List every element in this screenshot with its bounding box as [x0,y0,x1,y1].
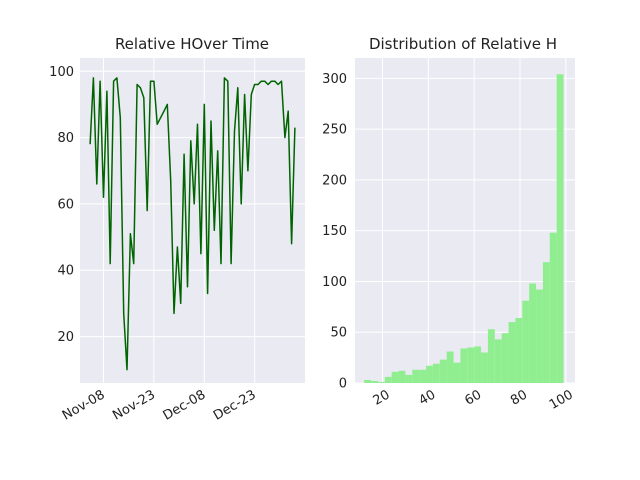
humidity-series-line [89,77,296,371]
histogram-bar [371,380,378,383]
histogram-y-tick-label: 0 [339,377,347,392]
histogram-bar [391,371,399,383]
histogram-y-tick-labels: 0 50 100 150 200 250 300 [322,72,347,392]
histogram-bar [542,262,550,383]
histogram-bar [426,365,433,383]
histogram-bar [460,348,468,383]
line-plot-area [80,58,305,383]
histogram-bar [487,329,495,383]
histogram-bars-group [364,74,564,383]
histogram-title: Distribution of Relative H [369,35,557,53]
histogram-x-tick-label: 40 [417,387,439,408]
line-chart-title: Relative HOver Time [115,35,269,53]
histogram-bar [556,74,564,383]
line-y-tick-label: 20 [57,330,74,345]
histogram-bar [515,318,523,383]
line-series-group [89,77,296,371]
histogram-y-tick-label: 200 [322,173,347,188]
histogram-panel: 0 50 100 150 200 250 300 20 40 60 80 100 Distribut… [322,35,576,413]
histogram-bar [467,347,475,383]
histogram-bar [474,346,482,383]
line-y-tick-label: 40 [57,264,74,279]
line-y-tick-label: 100 [49,65,74,80]
histogram-bar [377,381,385,383]
histogram-bar [398,370,406,383]
histogram-y-tick-label: 300 [322,72,347,87]
histogram-bar [439,359,447,383]
histogram-x-tick-labels: 20 40 60 80 100 [371,387,576,412]
histogram-bar [522,300,530,383]
histogram-bar [494,339,502,383]
histogram-y-tick-label: 100 [322,275,347,290]
histogram-bar [405,374,413,383]
histogram-bar [432,363,440,383]
histogram-bar [536,289,543,383]
histogram-x-tick-label: 80 [508,387,530,408]
histogram-bar [412,369,420,383]
histogram-bar [364,379,372,383]
histogram-bar [529,283,537,383]
line-y-tick-label: 60 [57,197,74,212]
histogram-bar [501,333,509,383]
line-y-tick-label: 80 [57,131,74,146]
histogram-bar [384,376,392,383]
histogram-bar [508,322,516,383]
histogram-bar [549,232,557,383]
histogram-y-tick-label: 150 [322,224,347,239]
histogram-x-tick-label: 60 [462,387,484,408]
line-y-tick-labels: 20 40 60 80 100 [49,65,74,345]
histogram-bar [419,369,427,383]
histogram-y-tick-label: 50 [330,326,347,341]
histogram-x-tick-label: 20 [371,387,393,408]
histogram-y-tick-label: 250 [322,123,347,138]
histogram-bar [446,351,454,383]
histogram-bar [453,362,461,383]
histogram-bar [481,352,488,383]
